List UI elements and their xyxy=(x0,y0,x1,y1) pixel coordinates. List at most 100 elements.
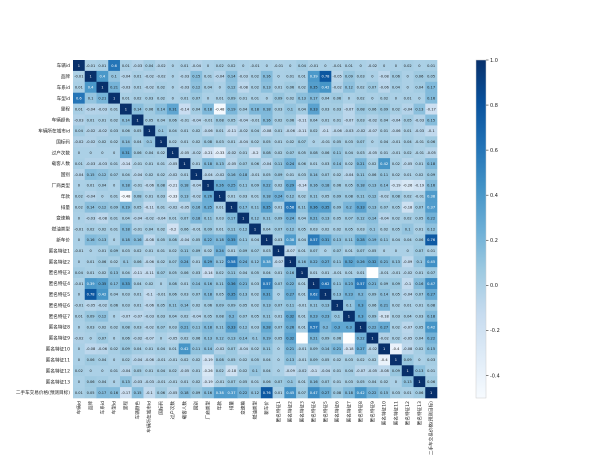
cell-value-label: 0.01 xyxy=(310,271,318,275)
heatmap-cell xyxy=(237,267,250,279)
cell-value-label: -0.01 xyxy=(215,380,224,384)
heatmap-cell xyxy=(378,278,391,290)
heatmap-cell xyxy=(272,103,285,115)
heatmap-cell xyxy=(155,190,168,203)
cell-value-label: -0.01 xyxy=(156,358,165,362)
heatmap-cell xyxy=(390,136,403,148)
cell-value-label: 0.06 xyxy=(87,358,96,362)
cell-value-label: 0.02 xyxy=(181,358,189,362)
heatmap-cell xyxy=(131,354,144,366)
colorbar-tick-label: 0.2 xyxy=(490,238,498,244)
heatmap-cell xyxy=(296,354,309,366)
cell-value-label: 0.33 xyxy=(122,282,130,286)
heatmap-cell xyxy=(143,245,156,257)
cell-value-label: -0.03 xyxy=(145,380,154,384)
heatmap-cell xyxy=(143,365,156,377)
heatmap-cell xyxy=(331,136,344,148)
cell-value-label: 1 xyxy=(313,282,315,286)
cell-value-label: -0.07 xyxy=(286,249,295,253)
cell-value-label: 0.15 xyxy=(192,75,200,79)
cell-value-label: -0.09 xyxy=(286,369,296,373)
cell-value-label: 0.14 xyxy=(181,304,190,308)
cell-value-label: 0.14 xyxy=(134,107,143,111)
heatmap-cell xyxy=(202,332,215,344)
heatmap-cell xyxy=(237,103,250,115)
cell-value-label: 0.01 xyxy=(286,173,294,177)
cell-value-label: 0.05 xyxy=(239,380,247,384)
cell-value-label: 0.01 xyxy=(357,271,365,275)
heatmap-cell xyxy=(366,190,379,203)
heatmap-cell xyxy=(378,245,391,257)
cell-value-label: -0.05 xyxy=(180,205,189,209)
heatmap-cell xyxy=(401,103,414,115)
heatmap-cell xyxy=(131,169,144,181)
cell-value-label: 0.12 xyxy=(98,205,106,209)
cell-value-label: -0.1 xyxy=(322,129,329,133)
cell-value-label: 0.16 xyxy=(415,282,424,286)
cell-value-label: 0.13 xyxy=(333,238,341,242)
cell-value-label: 0.01 xyxy=(274,271,282,275)
cell-value-label: 0.06 xyxy=(98,260,107,264)
heatmap-cell xyxy=(401,179,414,192)
cell-value-label: 0 xyxy=(371,75,374,79)
cell-value-label: 0.06 xyxy=(415,238,424,242)
cell-value-label: -0.14 xyxy=(203,271,213,275)
cell-value-label: 0.16 xyxy=(286,271,295,275)
cell-value-label: 0.07 xyxy=(239,162,247,166)
cell-value-label: 0.57 xyxy=(310,325,318,329)
heatmap-cell xyxy=(413,201,426,213)
heatmap-cell xyxy=(307,136,320,148)
heatmap-cell xyxy=(296,299,309,312)
cell-value-label: -0.4 xyxy=(392,347,400,351)
heatmap-cell xyxy=(296,147,309,159)
cell-value-label: 0.12 xyxy=(251,260,259,264)
cell-value-label: 0.13 xyxy=(204,336,212,340)
cell-value-label: 0 xyxy=(78,358,81,362)
cell-value-label: 1 xyxy=(242,216,244,220)
cell-value-label: -0.19 xyxy=(415,184,425,188)
heatmap-cell xyxy=(225,365,238,377)
cell-value-label: 0.01 xyxy=(321,271,329,275)
heatmap-cell xyxy=(108,158,121,170)
cell-value-label: 1 xyxy=(101,86,103,90)
cell-value-label: 0.35 xyxy=(310,86,318,90)
cell-value-label: 0.06 xyxy=(87,380,96,384)
heatmap-cell xyxy=(155,321,168,333)
heatmap-cell xyxy=(84,136,97,148)
cell-value-label: 0.06 xyxy=(122,129,131,133)
cell-value-label: 0.13 xyxy=(110,271,118,275)
row-label: 匿名特征13 xyxy=(46,378,70,385)
cell-value-label: 0.01 xyxy=(98,64,106,68)
cell-value-label: 0.01 xyxy=(75,162,83,166)
heatmap-cell xyxy=(143,299,156,312)
heatmap-cell xyxy=(331,245,344,257)
heatmap-cell xyxy=(73,310,86,322)
heatmap-cell xyxy=(237,147,250,159)
heatmap-cell xyxy=(307,310,320,322)
cell-value-label: 0.02 xyxy=(380,227,388,231)
heatmap-cell xyxy=(272,179,285,192)
heatmap-cell xyxy=(378,81,391,94)
cell-value-label: 0.02 xyxy=(192,140,200,144)
heatmap-cell xyxy=(331,125,344,137)
cell-value-label: 0 xyxy=(207,64,210,68)
heatmap-cell xyxy=(166,310,179,322)
heatmap-cell xyxy=(366,267,379,279)
cell-value-label: 0.04 xyxy=(98,184,107,188)
cell-value-label: 0 xyxy=(160,282,163,286)
heatmap-cell xyxy=(343,343,356,355)
heatmap-cell xyxy=(73,256,86,268)
heatmap-cell xyxy=(284,125,297,137)
heatmap-cell xyxy=(84,267,97,279)
heatmap-cell xyxy=(166,354,179,366)
heatmap-cell xyxy=(331,376,344,388)
cell-value-label: -0.01 xyxy=(180,118,189,122)
heatmap-cell xyxy=(155,179,168,192)
cell-value-label: 0.33 xyxy=(310,107,318,111)
heatmap-cell xyxy=(237,125,250,137)
heatmap-cell xyxy=(96,201,109,213)
heatmap-cell xyxy=(366,158,379,170)
cell-value-label: 0.32 xyxy=(345,260,353,264)
cell-value-label: 0.07 xyxy=(274,380,282,384)
column-label: 匿名特征9 xyxy=(369,401,376,422)
